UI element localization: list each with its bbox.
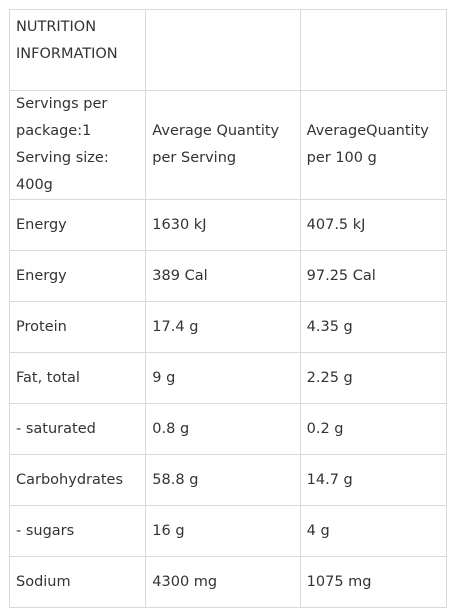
nutrition-table: NUTRITION INFORMATION Servings per packa… — [8, 9, 448, 608]
table-row: - sugars 16 g 4 g — [8, 505, 448, 557]
per-100g-header-line-2: per 100 g — [306, 150, 377, 166]
per-100g-value: 0.2 g — [299, 403, 448, 455]
servings-line-2: package:1 — [16, 123, 92, 139]
servings-line-1: Servings per — [16, 96, 108, 112]
title-row: NUTRITION INFORMATION — [8, 9, 448, 91]
nutrient-name: - saturated — [8, 403, 147, 455]
per-serving-value: 1630 kJ — [145, 199, 301, 251]
header-row: Servings per package:1 Serving size: 400… — [8, 90, 448, 200]
per-serving-header-line-2: per Serving — [152, 150, 237, 166]
table-row: Energy 389 Cal 97.25 Cal — [8, 250, 448, 302]
empty-cell — [299, 9, 448, 91]
per-100g-value: 407.5 kJ — [299, 199, 448, 251]
nutrient-name: Carbohydrates — [8, 454, 147, 506]
nutrient-name: Energy — [8, 199, 147, 251]
per-serving-value: 16 g — [145, 505, 301, 557]
servings-cell: Servings per package:1 Serving size: 400… — [8, 90, 147, 200]
nutrient-name: Energy — [8, 250, 147, 302]
table-row: Fat, total 9 g 2.25 g — [8, 352, 448, 404]
nutrient-name: Fat, total — [8, 352, 147, 404]
per-100g-header-line-1: AverageQuantity — [306, 123, 429, 139]
per-serving-header-line-1: Average Quantity — [152, 123, 280, 139]
table-row: Sodium 4300 mg 1075 mg — [8, 556, 448, 608]
table-title-line-2: INFORMATION — [16, 46, 118, 62]
per-serving-value: 389 Cal — [145, 250, 301, 302]
nutrient-name: Protein — [8, 301, 147, 353]
per-serving-value: 0.8 g — [145, 403, 301, 455]
per-serving-value: 17.4 g — [145, 301, 301, 353]
table-row: Carbohydrates 58.8 g 14.7 g — [8, 454, 448, 506]
nutrient-name: - sugars — [8, 505, 147, 557]
per-serving-value: 58.8 g — [145, 454, 301, 506]
per-serving-header: Average Quantity per Serving — [145, 90, 301, 200]
per-100g-value: 4.35 g — [299, 301, 448, 353]
per-100g-value: 14.7 g — [299, 454, 448, 506]
table-title-cell: NUTRITION INFORMATION — [8, 9, 147, 91]
servings-line-3: Serving size: 400g — [16, 150, 109, 193]
per-100g-value: 4 g — [299, 505, 448, 557]
per-serving-value: 4300 mg — [145, 556, 301, 608]
table-row: - saturated 0.8 g 0.2 g — [8, 403, 448, 455]
table-title-line-1: NUTRITION — [16, 19, 97, 35]
per-100g-header: AverageQuantity per 100 g — [299, 90, 448, 200]
nutrient-name: Sodium — [8, 556, 147, 608]
per-100g-value: 2.25 g — [299, 352, 448, 404]
per-100g-value: 1075 mg — [299, 556, 448, 608]
table-row: Energy 1630 kJ 407.5 kJ — [8, 199, 448, 251]
per-serving-value: 9 g — [145, 352, 301, 404]
per-100g-value: 97.25 Cal — [299, 250, 448, 302]
table-row: Protein 17.4 g 4.35 g — [8, 301, 448, 353]
empty-cell — [145, 9, 301, 91]
